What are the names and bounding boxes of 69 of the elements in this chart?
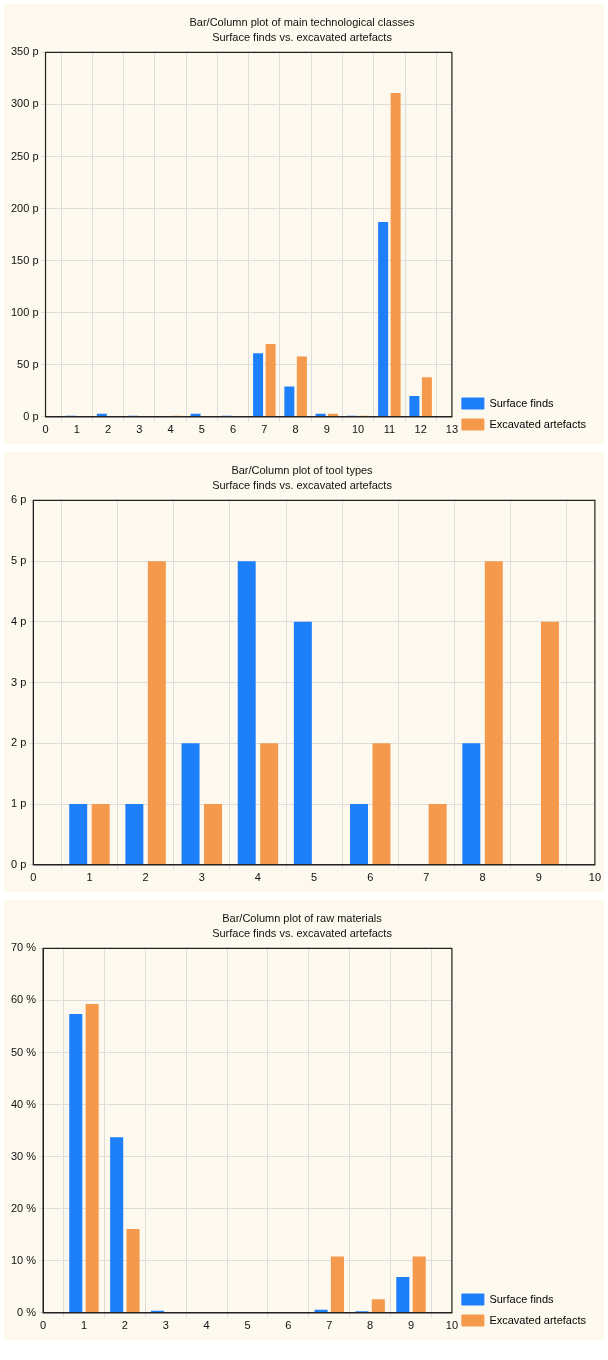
chart-subtitle: Surface finds vs. excavated artefacts — [212, 478, 393, 491]
y-tick-label: 300 p — [11, 97, 39, 110]
y-tick-label: 0 % — [17, 1305, 37, 1318]
y-tick-label: 2 p — [10, 736, 27, 749]
x-tick-label: 10 — [445, 1319, 459, 1332]
y-tick-label: 3 p — [10, 675, 27, 688]
x-tick-label: 2 — [104, 423, 112, 436]
y-tick-label: 5 p — [10, 554, 27, 567]
y-tick-label: 70 % — [10, 941, 37, 954]
x-tick-label: 1 — [86, 871, 93, 884]
x-tick-label: 9 — [535, 871, 542, 884]
legend-label: Excavated artefacts — [489, 1313, 587, 1326]
x-tick-label: 6 — [367, 871, 374, 884]
x-tick-label: 5 — [311, 871, 318, 884]
legend-label: Excavated artefacts — [489, 417, 587, 430]
x-tick-label: 4 — [254, 871, 261, 884]
x-tick-label: 12 — [414, 423, 427, 436]
x-tick-label: 8 — [479, 871, 486, 884]
x-tick-label: 0 — [42, 423, 49, 436]
x-tick-label: 4 — [167, 423, 174, 436]
x-tick-label: 11 — [383, 423, 396, 436]
y-tick-label: 30 % — [10, 1149, 37, 1162]
legend-label: Surface finds — [489, 1292, 555, 1305]
chart-title: Bar/Column plot of raw materials — [222, 911, 383, 924]
y-tick-label: 4 p — [10, 614, 27, 627]
x-tick-label: 8 — [367, 1319, 374, 1332]
x-tick-label: 10 — [588, 871, 602, 884]
x-tick-label: 1 — [73, 423, 80, 436]
x-tick-label: 3 — [162, 1319, 169, 1332]
y-tick-label: 0 p — [23, 409, 39, 422]
x-tick-label: 3 — [136, 423, 143, 436]
x-tick-label: 6 — [230, 423, 237, 436]
x-tick-label: 0 — [30, 871, 37, 884]
y-tick-label: 0 p — [10, 857, 27, 870]
y-tick-label: 200 p — [11, 201, 39, 214]
y-tick-label: 50 % — [10, 1045, 37, 1058]
legend-label: Surface finds — [489, 396, 555, 409]
x-tick-label: 1 — [80, 1319, 88, 1332]
chart-title: Bar/Column plot of tool types — [231, 463, 374, 476]
y-tick-label: 350 p — [11, 45, 39, 58]
x-tick-label: 9 — [323, 423, 330, 436]
chart-subtitle: Surface finds vs. excavated artefacts — [212, 926, 393, 939]
x-tick-label: 8 — [292, 423, 299, 436]
y-tick-label: 10 % — [10, 1253, 37, 1266]
y-tick-label: 1 p — [10, 797, 27, 810]
x-tick-label: 10 — [351, 423, 365, 436]
y-tick-label: 6 p — [10, 493, 27, 506]
x-tick-label: 0 — [40, 1319, 47, 1332]
x-tick-label: 5 — [198, 423, 205, 436]
y-tick-label: 60 % — [10, 993, 37, 1006]
x-tick-label: 6 — [285, 1319, 292, 1332]
y-tick-label: 50 p — [17, 357, 39, 370]
x-tick-label: 7 — [423, 871, 430, 884]
y-tick-label: 100 p — [11, 305, 39, 318]
chart-title: Bar/Column plot of main technological classes — [189, 15, 415, 28]
y-tick-label: 150 p — [11, 253, 39, 266]
x-tick-label: 7 — [326, 1319, 333, 1332]
y-tick-label: 40 % — [10, 1097, 37, 1110]
x-tick-label: 3 — [198, 871, 205, 884]
x-tick-label: 2 — [142, 871, 149, 884]
x-tick-label: 2 — [121, 1319, 128, 1332]
chart-subtitle: Surface finds vs. excavated artefacts — [212, 30, 393, 43]
x-tick-label: 9 — [407, 1319, 415, 1332]
x-tick-label: 7 — [261, 423, 268, 436]
y-tick-label: 20 % — [10, 1201, 37, 1214]
y-tick-label: 250 p — [11, 149, 39, 162]
x-tick-label: 13 — [445, 423, 459, 436]
x-tick-label: 4 — [203, 1319, 210, 1332]
x-tick-label: 5 — [244, 1319, 251, 1332]
